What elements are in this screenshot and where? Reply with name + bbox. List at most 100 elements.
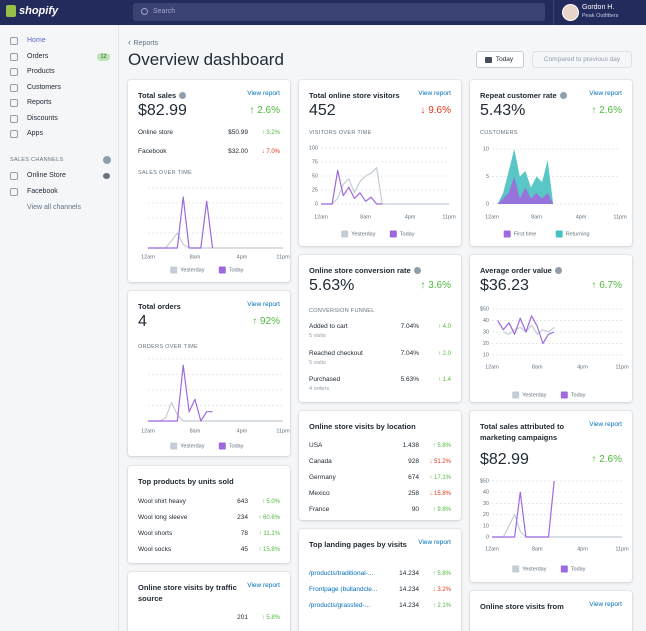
traffic-source-card: Online store visits by traffic source Vie…	[128, 572, 290, 631]
y-tick-label: 5	[486, 174, 489, 180]
help-icon[interactable]	[413, 267, 421, 274]
view-report-link[interactable]: View report	[247, 90, 280, 97]
help-icon[interactable]	[554, 267, 562, 274]
line	[321, 169, 383, 205]
row-value: 78	[240, 530, 248, 537]
row-label: Wool shorts	[138, 530, 173, 537]
x-tick-label: 4pm	[237, 428, 248, 434]
card-title-text: Online store conversion rate	[309, 266, 411, 275]
legend-swatch	[218, 442, 226, 450]
metric-change: 9.6%	[420, 105, 451, 116]
row-value: 5.63%	[400, 376, 419, 383]
row-value: 7.04%	[400, 350, 419, 357]
card-title: Total online store visitors	[309, 90, 400, 101]
nav-item[interactable]: Discounts	[27, 114, 58, 122]
legend-label: Yesterday	[351, 231, 376, 237]
metric-value: $82.99	[138, 102, 187, 119]
nav-icon	[10, 130, 18, 138]
y-tick-label: 20	[483, 512, 489, 518]
compare-button[interactable]: Compared to previous day	[532, 51, 632, 68]
row-label: Wool socks	[138, 546, 172, 553]
nav-item[interactable]: Products	[27, 68, 55, 75]
row-label: Online store	[138, 129, 174, 136]
date-button[interactable]: Today	[476, 51, 524, 68]
line	[492, 480, 555, 538]
nav-item[interactable]: Apps	[27, 130, 43, 137]
user-menu[interactable]: Gordon H. Peak Outfitters	[553, 0, 646, 25]
view-report-link[interactable]: View report	[247, 301, 280, 308]
y-tick-label: 40	[483, 490, 489, 496]
y-tick-label: 50	[312, 173, 318, 179]
search-box[interactable]: Search	[133, 3, 545, 21]
page-title: Overview dashboard	[128, 50, 284, 69]
row-change: 4.0	[438, 324, 451, 330]
y-tick-label: $50	[480, 478, 489, 484]
logo[interactable]: shopify	[6, 5, 58, 17]
row-label: Mexico	[309, 490, 330, 497]
sidebar: Home Orders 12 Products Customers Reports Disc…	[0, 25, 119, 631]
top-products-card: Top products by units sold Wool shirt hea…	[128, 466, 290, 563]
row-change: 7.0%	[262, 149, 280, 155]
metric-value: 4	[138, 313, 147, 330]
row-label: Reached checkout	[309, 350, 363, 357]
y-tick-label: 10	[483, 352, 489, 358]
x-tick-label: 8am	[532, 364, 543, 370]
row-sub: 5 visits	[309, 360, 326, 366]
legend-swatch	[389, 230, 397, 238]
help-icon[interactable]	[559, 92, 567, 99]
y-tick-label: 0	[315, 201, 318, 207]
row-label[interactable]: Frontpage (bullandcle...	[309, 586, 378, 593]
view-report-link[interactable]: View report	[589, 421, 622, 428]
avatar	[562, 4, 579, 21]
help-icon[interactable]	[179, 92, 187, 99]
repeat-card: Repeat customer rate View report 5.43% 2.6%…	[470, 80, 632, 246]
view-report-link[interactable]: View report	[589, 90, 622, 97]
card-title: Total orders	[138, 301, 181, 312]
visitors-card: Total online store visitors View report 45…	[299, 80, 461, 246]
row-change: 3.2%	[433, 587, 451, 593]
x-tick-label: 4pm	[577, 546, 588, 552]
row-change: 3.2%	[262, 130, 280, 136]
chart-title: VISITORS OVER TIME	[309, 130, 372, 136]
x-tick-label: 8am	[531, 214, 542, 220]
row-label[interactable]: /products/traditional-...	[309, 570, 374, 577]
channel-item[interactable]: Facebook	[27, 188, 58, 195]
row-label[interactable]: /products/grassfed-...	[309, 602, 371, 609]
metric-change: 92%	[252, 316, 280, 327]
card-title-text: Total sales	[138, 91, 177, 100]
view-report-link[interactable]: View report	[418, 539, 451, 546]
metric-change: 3.6%	[420, 280, 451, 291]
chart: 0 5 10 12am 8am 4pm 11pm First time Returning	[483, 146, 627, 238]
view-report-link[interactable]: View report	[247, 582, 280, 589]
x-tick-label: 11pm	[276, 428, 290, 434]
line	[148, 364, 213, 422]
brand: shopify	[19, 5, 59, 17]
channel-item[interactable]: Online Store	[27, 172, 66, 179]
nav-item[interactable]: Customers	[27, 83, 61, 91]
add-channel-icon[interactable]	[103, 156, 111, 164]
total-orders-card: Total orders View report 4 92% ORDERS OVER T…	[128, 291, 290, 456]
top-bar: shopify Search Gordon H. Peak Outfitters	[0, 0, 646, 25]
y-tick-label: 30	[483, 329, 489, 335]
legend-swatch	[503, 230, 511, 238]
nav-item[interactable]: Orders	[27, 52, 49, 60]
chart: 0 25 50 75 100 12am 8am 4pm 11pm Yesterday Today	[309, 145, 456, 238]
x-tick-label: 12am	[485, 546, 499, 552]
card-title-text: Online store visits by location	[309, 422, 416, 431]
view-report-link[interactable]: View report	[589, 601, 622, 608]
chart-title: CUSTOMERS	[480, 130, 518, 136]
row-value: 14.234	[399, 602, 419, 609]
row-value: 90	[411, 506, 419, 513]
view-report-link[interactable]: View report	[418, 90, 451, 97]
row-value: 14.234	[399, 570, 419, 577]
y-tick-label: $50	[480, 306, 489, 312]
row-value: 258	[408, 490, 419, 497]
y-tick-label: 20	[483, 341, 489, 347]
row-label: Canada	[309, 458, 332, 465]
nav-item[interactable]: Home	[27, 37, 46, 44]
legend-label: Yesterday	[522, 392, 547, 398]
view-all-channels[interactable]: View all channels	[27, 204, 81, 211]
nav-badge: 12	[97, 52, 110, 61]
nav-item[interactable]: Reports	[27, 99, 52, 106]
breadcrumb[interactable]: Reports	[128, 37, 159, 47]
